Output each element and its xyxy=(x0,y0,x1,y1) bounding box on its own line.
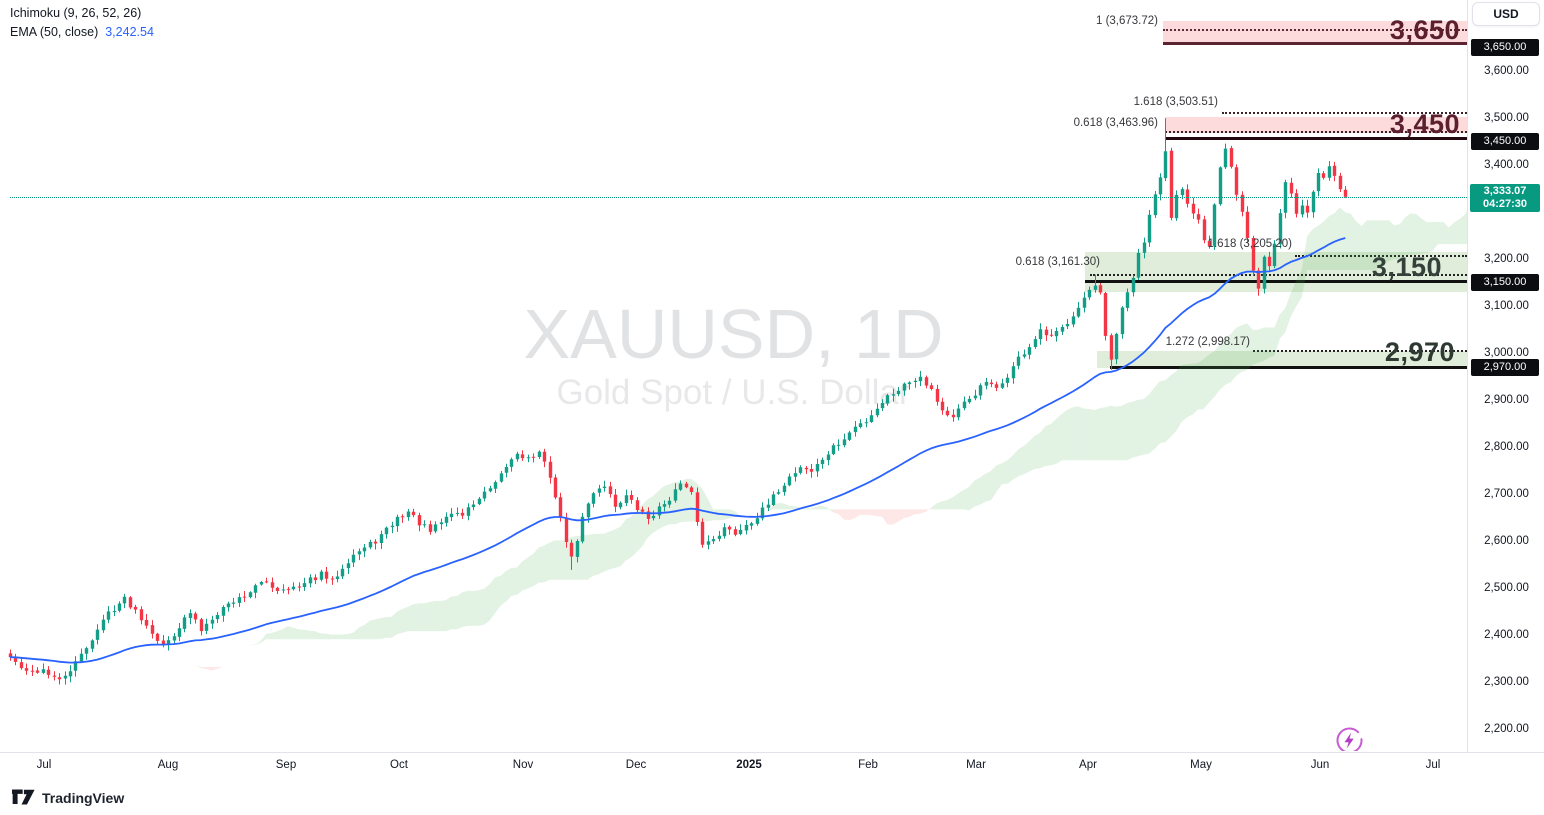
time-axis-tick: Jul xyxy=(36,759,52,771)
zone-dotted-line xyxy=(1090,274,1467,276)
zone-solid-line xyxy=(1085,280,1467,283)
price-axis[interactable]: USD 3,600.00 3,500.00 3,400.00 3,200.00 3,10… xyxy=(1467,0,1544,752)
time-axis-tick: Feb xyxy=(858,759,878,771)
price-axis-tick: 2,300.00 xyxy=(1484,676,1529,688)
price-axis-tick: 3,200.00 xyxy=(1484,253,1529,265)
boost-lightning-icon[interactable] xyxy=(1335,726,1364,751)
currency-toggle-button[interactable]: USD xyxy=(1472,2,1540,26)
time-axis-tick: Mar xyxy=(966,759,986,771)
zone-band xyxy=(1165,117,1467,133)
time-axis-tick: Oct xyxy=(390,759,408,771)
zone-solid-line xyxy=(1165,137,1467,140)
price-level-badge: 3,650.00 xyxy=(1471,39,1539,56)
time-axis-tick: Jul xyxy=(1425,759,1441,771)
price-axis-tick: 3,000.00 xyxy=(1484,347,1529,359)
current-price-badge: 3,333.07 04:27:30 xyxy=(1470,184,1540,212)
tradingview-logo-mark xyxy=(12,789,35,805)
ema-label: EMA (50, close) xyxy=(10,25,99,39)
price-axis-tick: 2,200.00 xyxy=(1484,723,1529,735)
time-axis-tick: Apr xyxy=(1079,759,1097,771)
ichimoku-cloud xyxy=(151,207,1467,671)
price-axis-tick: 2,600.00 xyxy=(1484,535,1529,547)
tradingview-logo-text: TradingView xyxy=(42,789,125,806)
price-level-badge: 3,150.00 xyxy=(1471,274,1539,291)
time-axis-tick: Jun xyxy=(1310,759,1330,771)
price-axis-tick: 2,400.00 xyxy=(1484,629,1529,641)
price-chart-canvas[interactable] xyxy=(0,0,1467,751)
price-level-badge: 2,970.00 xyxy=(1471,359,1539,376)
time-axis-tick: Aug xyxy=(157,759,179,771)
time-axis-tick: Dec xyxy=(625,759,647,771)
zone-dotted-line xyxy=(1295,255,1467,257)
tradingview-logo[interactable]: TradingView xyxy=(12,789,124,806)
drawing-zones-layer xyxy=(1085,21,1467,369)
price-axis-tick: 3,400.00 xyxy=(1484,159,1529,171)
zone-dotted-line xyxy=(1165,131,1467,133)
current-price-value: 3,333.07 xyxy=(1483,185,1527,197)
ema-value: 3,242.54 xyxy=(105,25,154,39)
time-axis-tick: Sep xyxy=(275,759,297,771)
zone-solid-line xyxy=(1163,42,1467,45)
price-level-badge: 3,450.00 xyxy=(1471,133,1539,150)
time-axis-tick: May xyxy=(1190,759,1212,771)
time-axis-tick: Nov xyxy=(512,759,534,771)
price-axis-tick: 2,500.00 xyxy=(1484,582,1529,594)
zone-solid-line xyxy=(1110,366,1467,369)
price-axis-tick: 2,900.00 xyxy=(1484,394,1529,406)
time-axis[interactable]: Jul Aug Sep Oct Nov Dec 2025 Feb Mar Apr May Jun Jul xyxy=(0,752,1544,781)
zone-band xyxy=(1097,351,1467,368)
price-axis-tick: 3,600.00 xyxy=(1484,65,1529,77)
price-axis-tick: 3,500.00 xyxy=(1484,112,1529,124)
bar-countdown: 04:27:30 xyxy=(1482,198,1528,210)
zone-dotted-line xyxy=(1253,350,1467,352)
indicator-ichimoku[interactable]: Ichimoku (9, 26, 52, 26) xyxy=(10,6,142,20)
price-axis-tick: 3,100.00 xyxy=(1484,300,1529,312)
zone-dotted-line xyxy=(1222,112,1467,114)
time-axis-tick: 2025 xyxy=(736,759,762,771)
indicator-ema[interactable]: EMA (50, close) 3,242.54 xyxy=(10,23,154,42)
price-axis-tick: 2,700.00 xyxy=(1484,488,1529,500)
zone-band xyxy=(1163,21,1467,42)
price-axis-tick: 2,800.00 xyxy=(1484,441,1529,453)
indicator-legend: Ichimoku (9, 26, 52, 26) EMA (50, close)… xyxy=(10,4,154,42)
zone-dotted-line xyxy=(1163,29,1467,31)
ema-line[interactable] xyxy=(9,237,1346,664)
chart-pane[interactable]: XAUUSD, 1D Gold Spot / U.S. Dollar 1 (3,… xyxy=(0,0,1467,751)
